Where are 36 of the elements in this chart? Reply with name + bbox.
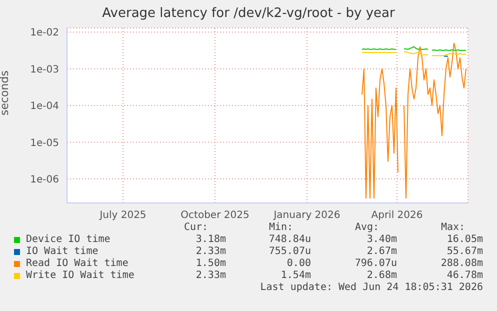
- text: 755.07u: [268, 246, 311, 257]
- text: 288.08m: [440, 258, 483, 269]
- text: 2.68m: [366, 270, 397, 281]
- y-axis-title: seconds: [0, 70, 11, 116]
- text: 3.40m: [366, 234, 397, 245]
- legend-label: Write IO Wait time: [26, 270, 134, 281]
- text: Last update: Wed Jun 24 18:05:31 2026: [259, 282, 483, 293]
- text: Avg:: [354, 222, 380, 233]
- text: 2.33m: [194, 246, 226, 257]
- text: 3.18m: [194, 234, 226, 245]
- text: 55.67m: [446, 246, 483, 257]
- legend-label: Device IO time: [26, 234, 110, 245]
- text: 796.07u: [354, 258, 397, 269]
- x-tick-label: January 2026: [272, 210, 340, 222]
- text: 748.84u: [268, 234, 311, 245]
- text: 1.50m: [194, 258, 226, 269]
- legend-label: IO Wait time: [26, 246, 98, 257]
- x-tick-label: April 2026: [371, 210, 423, 222]
- x-tick-label: October 2025: [180, 210, 250, 222]
- text: 16.05m: [446, 234, 483, 245]
- text: Cur:: [182, 222, 210, 233]
- x-tick-label: July 2025: [98, 210, 146, 222]
- chart-title: Average latency for /dev/k2-vg/root - by year: [101, 6, 396, 21]
- legend-label: Read IO Wait time: [26, 258, 128, 269]
- text: 2.67m: [366, 246, 397, 257]
- text: 2.33m: [194, 270, 226, 281]
- y-tick-label: 1e-02: [30, 28, 59, 39]
- y-tick-label: 1e-05: [30, 138, 59, 149]
- y-tick-label: 1e-03: [30, 64, 59, 76]
- y-tick-label: 1e-06: [30, 174, 59, 186]
- text: Max:: [440, 222, 466, 233]
- text: Min:: [268, 222, 294, 233]
- text: 0.00: [286, 258, 311, 269]
- text: 46.78m: [446, 270, 483, 281]
- y-tick-label: 1e-04: [30, 101, 59, 112]
- text: 1.54m: [280, 270, 311, 281]
